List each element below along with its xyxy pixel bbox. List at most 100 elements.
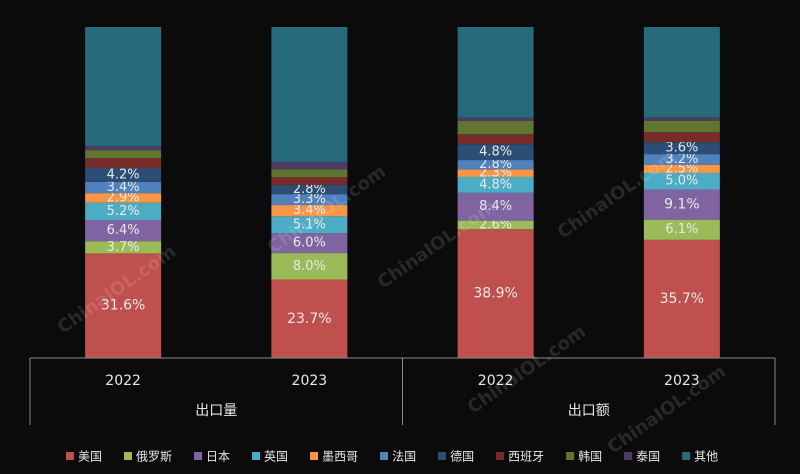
- bar-segment: [643, 219, 720, 240]
- data-label: 2.6%: [479, 217, 512, 232]
- bar-segment: [85, 241, 162, 254]
- data-label: 5.0%: [665, 174, 698, 189]
- data-label: 4.2%: [107, 167, 140, 182]
- bar-segment: [457, 169, 534, 177]
- bar-segment: [643, 154, 720, 165]
- legend-swatch: [380, 452, 389, 460]
- data-label: 3.3%: [293, 192, 326, 207]
- bar-segment: [457, 192, 534, 221]
- bar-segment: [271, 253, 348, 280]
- data-label: 4.8%: [479, 145, 512, 160]
- data-label: 2.8%: [479, 157, 512, 172]
- bar-segment: [85, 219, 162, 242]
- bar-segment: [457, 229, 534, 358]
- bar-segment: [271, 194, 348, 206]
- bar-segment: [457, 176, 534, 193]
- legend-label: 西班牙: [508, 450, 544, 464]
- bar-segment: [457, 144, 534, 161]
- bar-segment: [85, 181, 162, 194]
- bar-segment: [85, 193, 162, 203]
- bar-segment: [85, 150, 162, 159]
- data-label: 8.0%: [293, 259, 326, 274]
- legend-swatch: [252, 452, 261, 460]
- bar-segment: [457, 117, 534, 122]
- bar-segment: [643, 132, 720, 143]
- legend-swatch: [194, 452, 203, 460]
- bar-segment: [643, 189, 720, 220]
- bar-segment: [271, 184, 348, 195]
- legend-swatch: [66, 452, 74, 460]
- data-label: 6.1%: [665, 222, 698, 237]
- data-label: 2.8%: [293, 182, 326, 197]
- legend-swatch: [566, 452, 575, 460]
- data-label: 6.0%: [293, 236, 326, 251]
- bar-segment: [271, 27, 348, 163]
- bar-segment: [643, 27, 720, 118]
- data-label: 3.6%: [665, 141, 698, 156]
- legend-label: 俄罗斯: [136, 450, 172, 464]
- legend-label: 泰国: [636, 450, 660, 464]
- data-label: 38.9%: [473, 286, 517, 302]
- data-label: 3.4%: [293, 203, 326, 218]
- bar-segment: [457, 220, 534, 230]
- bar-segment: [643, 164, 720, 173]
- bar-segment: [457, 160, 534, 170]
- data-label: 8.4%: [479, 199, 512, 214]
- bar-segment: [643, 117, 720, 121]
- legend-label: 美国: [78, 450, 102, 464]
- bar-segment: [643, 172, 720, 190]
- data-label: 23.7%: [287, 311, 331, 327]
- bar-segment: [271, 177, 348, 185]
- bar-segment: [85, 146, 162, 151]
- legend-label: 法国: [392, 450, 416, 464]
- bar-segment: [457, 121, 534, 135]
- legend-swatch: [438, 452, 447, 460]
- x-tick-label: 2022: [105, 373, 141, 389]
- data-label: 2.9%: [107, 190, 140, 205]
- data-label: 35.7%: [660, 291, 704, 307]
- legend-swatch: [124, 452, 133, 460]
- bar-segment: [457, 134, 534, 145]
- bar-segment: [271, 233, 348, 254]
- bar-segment: [643, 239, 720, 358]
- legend-label: 墨西哥: [322, 450, 358, 464]
- legend-label: 英国: [264, 450, 288, 464]
- data-label: 3.7%: [107, 240, 140, 255]
- data-label: 5.2%: [107, 204, 140, 219]
- legend-label: 韩国: [578, 449, 602, 464]
- legend-swatch: [624, 452, 633, 460]
- bar-segment: [643, 120, 720, 133]
- bar-segment: [85, 202, 162, 220]
- legend-label: 其他: [694, 450, 718, 464]
- data-label: 9.1%: [664, 197, 700, 213]
- data-label: 2.5%: [665, 161, 698, 176]
- x-tick-label: 2022: [478, 373, 514, 389]
- data-label: 6.4%: [107, 223, 140, 238]
- data-label: 31.6%: [101, 298, 145, 314]
- bar-segment: [643, 142, 720, 155]
- group-label: 出口量: [195, 403, 237, 419]
- bar-segment: [457, 27, 534, 118]
- x-tick-label: 2023: [292, 373, 328, 389]
- legend-swatch: [496, 452, 505, 460]
- bar-segment: [85, 253, 162, 358]
- data-label: 5.1%: [293, 217, 326, 232]
- data-label: 3.4%: [107, 180, 140, 195]
- bar-segment: [271, 279, 348, 358]
- bar-segment: [271, 169, 348, 178]
- bar-segment: [271, 162, 348, 170]
- bar-segment: [85, 168, 162, 182]
- bar-segment: [85, 27, 162, 147]
- legend-label: 德国: [450, 449, 474, 464]
- bar-segment: [85, 158, 162, 169]
- data-label: 3.2%: [665, 152, 698, 167]
- legend-label: 日本: [206, 450, 230, 464]
- legend-swatch: [682, 452, 691, 460]
- group-label: 出口额: [568, 403, 610, 419]
- data-label: 4.8%: [479, 177, 512, 192]
- data-label: 2.3%: [479, 166, 512, 181]
- x-tick-label: 2023: [664, 373, 700, 389]
- bar-segment: [271, 205, 348, 217]
- legend-swatch: [310, 452, 319, 460]
